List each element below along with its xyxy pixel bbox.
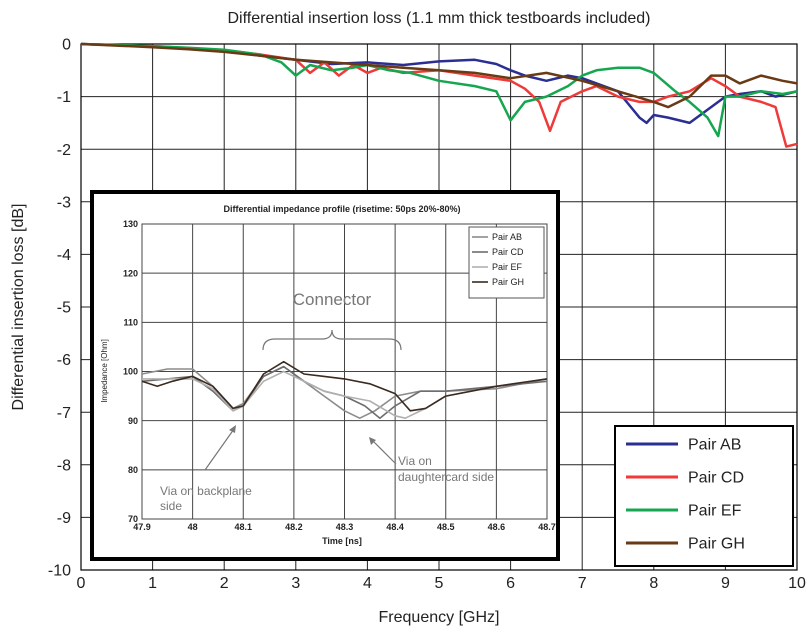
main-x-tick-labels: 0 1 2 3 4 5 6 7 8 9 10 — [77, 575, 806, 592]
main-y-tick-label: -2 — [57, 142, 71, 159]
via-daughtercard-arrow — [371, 439, 397, 465]
main-legend-label: Pair CD — [688, 470, 744, 487]
inset-y-tick-label: 110 — [123, 317, 138, 327]
main-legend: Pair AB Pair CD Pair EF Pair GH — [626, 437, 745, 553]
inset-x-tick-label: 47.9 — [133, 522, 151, 532]
inset-x-tick-label: 48.1 — [234, 522, 252, 532]
main-y-axis-label: Differential insertion loss [dB] — [10, 204, 27, 411]
via-daughtercard-label-line2: daughtercard side — [398, 470, 494, 484]
inset-y-tick-label: 100 — [123, 367, 138, 377]
main-x-tick-label: 10 — [788, 575, 806, 592]
main-y-tick-label: -6 — [57, 352, 71, 369]
main-y-tick-label: -4 — [57, 247, 71, 264]
inset-y-tick-label: 70 — [128, 514, 138, 524]
main-x-tick-label: 1 — [148, 575, 157, 592]
inset-legend-label: Pair EF — [492, 262, 523, 272]
main-x-tick-label: 4 — [363, 575, 372, 592]
inset-y-tick-label: 120 — [123, 268, 138, 278]
inset-legend: Pair AB Pair CD Pair EF Pair GH — [472, 232, 524, 287]
inset-x-tick-label: 48.4 — [386, 522, 404, 532]
main-x-tick-label: 0 — [77, 575, 86, 592]
main-y-tick-labels: 0 -1 -2 -3 -4 -5 -6 -7 -8 -9 -10 — [48, 37, 71, 580]
inset-y-tick-labels: 70 80 90 100 110 120 130 — [123, 219, 138, 524]
via-backplane-label-line1: Via on backplane — [160, 484, 252, 498]
inset-x-tick-label: 48.6 — [488, 522, 506, 532]
inset-series-lines — [141, 360, 548, 420]
inset-chart-title: Differential impedance profile (risetime… — [223, 204, 460, 214]
inset-legend-label: Pair AB — [492, 232, 522, 242]
main-y-tick-label: -5 — [57, 300, 71, 317]
main-y-tick-label: -9 — [57, 510, 71, 527]
main-legend-label: Pair EF — [688, 503, 742, 520]
inset-y-tick-label: 80 — [128, 465, 138, 475]
inset-x-tick-label: 48.2 — [285, 522, 303, 532]
main-x-tick-label: 3 — [291, 575, 300, 592]
via-backplane-label-line2: side — [160, 499, 182, 513]
main-y-tick-label: 0 — [62, 37, 71, 54]
main-legend-label: Pair AB — [688, 437, 741, 454]
main-y-tick-label: -10 — [48, 563, 71, 580]
via-daughtercard-arrowhead — [369, 437, 376, 445]
main-y-tick-label: -8 — [57, 457, 71, 474]
inset-y-tick-label: 90 — [128, 416, 138, 426]
via-daughtercard-label-line1: Via on — [398, 454, 432, 468]
main-series-line-pair-gh — [80, 42, 798, 109]
inset-plot-frame — [141, 223, 548, 520]
main-x-tick-label: 9 — [721, 575, 730, 592]
main-y-tick-label: -7 — [57, 405, 71, 422]
main-y-tick-label: -3 — [57, 194, 71, 211]
inset-x-tick-label: 48.5 — [437, 522, 455, 532]
inset-series-line-pair-gh — [141, 360, 548, 412]
main-series-line-pair-ef — [80, 42, 798, 138]
inset-y-tick-label: 130 — [123, 219, 138, 229]
inset-legend-label: Pair CD — [492, 247, 524, 257]
main-x-tick-label: 2 — [220, 575, 229, 592]
inset-legend-label: Pair GH — [492, 277, 524, 287]
inset-legend-box — [468, 226, 545, 299]
main-legend-label: Pair GH — [688, 536, 745, 553]
main-series-lines — [80, 42, 798, 148]
main-x-tick-label: 8 — [649, 575, 658, 592]
main-x-tick-label: 5 — [435, 575, 444, 592]
via-backplane-arrow — [204, 428, 235, 471]
connector-brace — [262, 329, 402, 351]
inset-x-tick-label: 48.3 — [336, 522, 354, 532]
inset-x-tick-labels: 47.9 48 48.1 48.2 48.3 48.4 48.5 48.6 48.7 — [133, 522, 556, 532]
inset-x-tick-label: 48 — [188, 522, 198, 532]
inset-x-axis-label: Time [ns] — [322, 536, 362, 546]
main-chart-title: Differential insertion loss (1.1 mm thic… — [228, 10, 651, 27]
connector-label: Connector — [293, 290, 372, 309]
inset-y-axis-label: Impedance [Ohm] — [100, 339, 109, 403]
main-y-tick-label: -1 — [57, 89, 71, 106]
inset-x-tick-label: 48.7 — [538, 522, 556, 532]
via-backplane-arrowhead — [229, 425, 236, 433]
main-plot-frame — [80, 43, 798, 571]
main-x-tick-label: 7 — [578, 575, 587, 592]
inset-gridlines — [142, 224, 547, 519]
main-x-tick-label: 6 — [506, 575, 515, 592]
main-x-axis-label: Frequency [GHz] — [379, 609, 500, 626]
